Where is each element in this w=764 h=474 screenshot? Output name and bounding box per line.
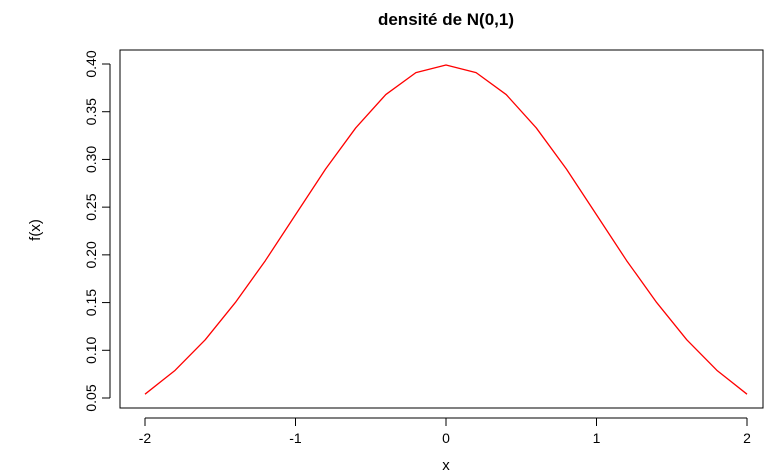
x-tick-label: 0 bbox=[442, 430, 450, 446]
x-axis-label: x bbox=[442, 457, 450, 474]
x-tick-label: 2 bbox=[743, 430, 751, 446]
x-tick-label: -2 bbox=[139, 430, 152, 446]
chart-title: densité de N(0,1) bbox=[378, 10, 514, 29]
density-curve-line bbox=[144, 64, 748, 395]
plot-frame bbox=[119, 49, 764, 409]
y-tick-label: 0.15 bbox=[83, 289, 99, 316]
y-tick-label: 0.10 bbox=[83, 336, 99, 363]
y-tick-label: 0.20 bbox=[83, 241, 99, 268]
x-axis: -2 -1 0 1 2 bbox=[139, 417, 751, 446]
y-tick-label: 0.40 bbox=[83, 50, 99, 77]
series-layer bbox=[144, 64, 748, 395]
y-axis-label: f(x) bbox=[27, 219, 44, 241]
y-tick-label: 0.30 bbox=[83, 146, 99, 173]
y-tick-label: 0.25 bbox=[83, 193, 99, 220]
y-axis: 0.05 0.10 0.15 0.20 0.25 0.30 0.35 0.40 bbox=[83, 50, 111, 412]
y-tick-label: 0.35 bbox=[83, 98, 99, 125]
y-tick-label: 0.05 bbox=[83, 384, 99, 411]
x-tick-label: 1 bbox=[593, 430, 601, 446]
x-tick-label: -1 bbox=[289, 430, 302, 446]
